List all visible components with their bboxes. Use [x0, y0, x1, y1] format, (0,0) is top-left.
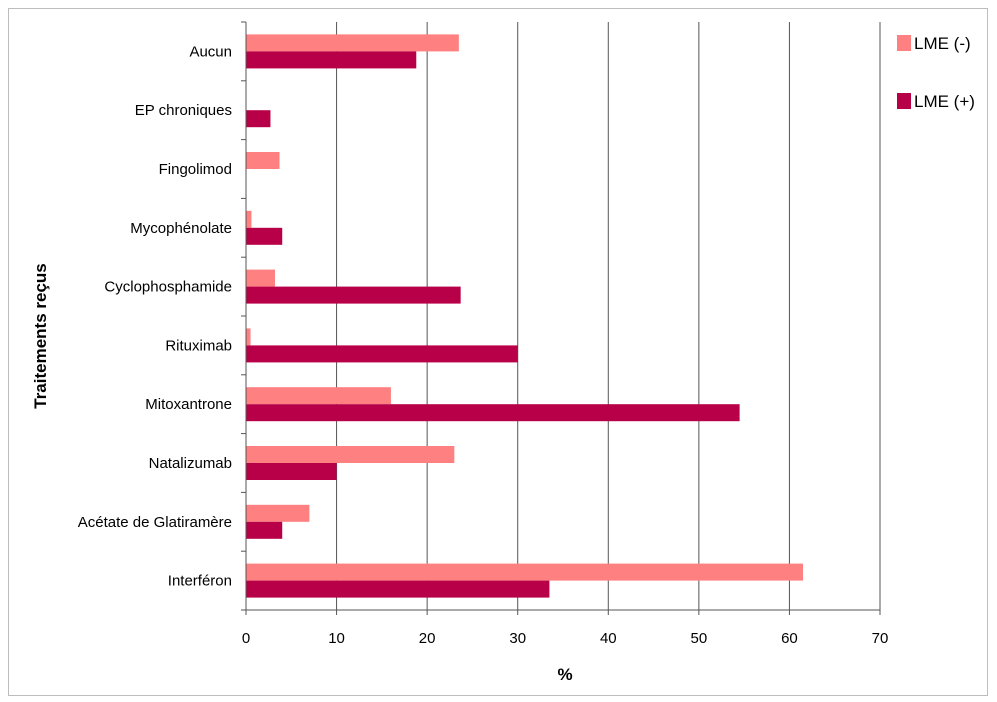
category-label: Natalizumab: [149, 455, 232, 472]
x-tick-label: 10: [328, 630, 345, 647]
x-tick-label: 30: [509, 630, 526, 647]
bar-lme-neg-4: [246, 269, 275, 287]
bar-lme-neg-0: [246, 34, 459, 52]
x-axis-title: %: [557, 665, 572, 684]
x-tick-label: 40: [600, 630, 617, 647]
category-label: Aucun: [189, 43, 232, 60]
bar-lme-neg-2: [246, 152, 280, 169]
bar-lme-neg-7: [246, 446, 455, 463]
bar-lme-pos-4: [246, 286, 461, 304]
legend-label: LME (-): [914, 34, 971, 53]
legend: LME (-) LME (+): [897, 34, 975, 111]
category-label: Acétate de Glatiramère: [78, 514, 232, 531]
bar-lme-pos-9: [246, 580, 550, 598]
legend-label: LME (+): [914, 92, 975, 111]
x-tick-label: 20: [419, 630, 436, 647]
axes: [241, 21, 881, 615]
x-tick-label: 50: [691, 630, 708, 647]
bar-lme-pos-7: [246, 463, 337, 480]
bar-lme-pos-1: [246, 110, 271, 128]
category-label: Mycophénolate: [130, 220, 232, 237]
bar-lme-pos-5: [246, 345, 518, 363]
category-label: Cyclophosphamide: [104, 279, 232, 296]
x-tick-labels: 0 10 20 30 40 50 60 70: [242, 630, 889, 647]
chart-frame: [8, 8, 988, 696]
category-label: Rituximab: [165, 337, 232, 354]
legend-swatch: [897, 35, 911, 51]
x-tick-label: 60: [781, 630, 798, 647]
bars: [246, 34, 804, 598]
category-labels: Aucun EP chroniques Fingolimod Mycophénolat…: [78, 43, 232, 589]
bar-lme-neg-8: [246, 504, 310, 522]
category-label: Mitoxantrone: [145, 396, 232, 413]
bar-lme-neg-9: [246, 563, 804, 581]
bar-lme-neg-6: [246, 387, 391, 405]
y-axis-title: Traitements reçus: [31, 263, 50, 409]
legend-swatch: [897, 93, 911, 109]
x-tick-label: 0: [242, 630, 250, 647]
bar-lme-neg-5: [246, 328, 251, 346]
x-tick-label: 70: [872, 630, 889, 647]
bar-lme-neg-3: [246, 210, 252, 228]
gridlines: [336, 22, 881, 610]
category-label: EP chroniques: [135, 102, 232, 119]
category-label: Fingolimod: [159, 161, 232, 178]
bar-lme-pos-0: [246, 51, 417, 69]
category-label: Interféron: [168, 573, 232, 590]
bar-lme-pos-3: [246, 227, 283, 245]
bar-lme-pos-8: [246, 521, 283, 539]
bar-lme-pos-6: [246, 404, 740, 422]
